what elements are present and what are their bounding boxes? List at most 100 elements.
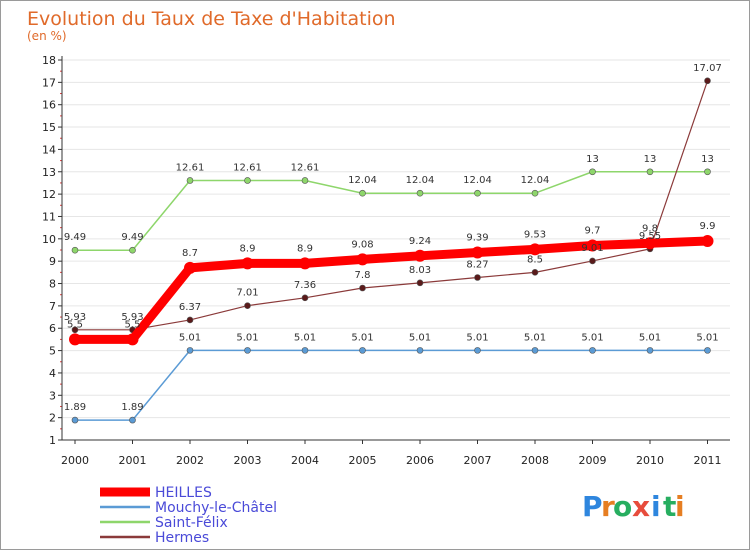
data-point-mouchy-le-chatel bbox=[646, 347, 654, 354]
x-tick-label: 2004 bbox=[291, 454, 319, 467]
data-point-mouchy-le-chatel bbox=[359, 347, 366, 354]
data-point-hermes bbox=[704, 77, 711, 85]
data-point-hermes bbox=[186, 316, 194, 324]
legend-label-heilles: HEILLES bbox=[155, 485, 212, 501]
data-label-hermes: 7.8 bbox=[355, 270, 371, 281]
x-tick-label: 2009 bbox=[579, 454, 607, 467]
data-point-mouchy-le-chatel bbox=[186, 347, 194, 354]
x-tick-label: 2002 bbox=[176, 454, 204, 467]
x-tick-label: 2011 bbox=[694, 454, 722, 467]
chart-subtitle: (en %) bbox=[27, 29, 67, 43]
data-point-mouchy-le-chatel bbox=[416, 347, 424, 354]
logo-letter: o bbox=[613, 490, 632, 523]
data-label-heilles: 9.7 bbox=[585, 226, 601, 237]
data-label-mouchy-le-chatel: 5.01 bbox=[524, 332, 546, 343]
data-point-heilles bbox=[414, 249, 426, 262]
data-label-hermes: 7.36 bbox=[294, 280, 316, 291]
data-point-heilles bbox=[529, 243, 541, 256]
data-label-hermes: 5.93 bbox=[121, 312, 143, 323]
data-point-heilles bbox=[644, 237, 656, 250]
data-point-mouchy-le-chatel bbox=[129, 416, 136, 424]
series-line-saint-felix bbox=[75, 171, 708, 251]
chart-title: Evolution du Taux de Taxe d'Habitation bbox=[27, 8, 396, 30]
data-label-saint-felix: 12.61 bbox=[233, 162, 262, 173]
data-point-hermes bbox=[359, 284, 366, 292]
data-point-saint-felix bbox=[416, 189, 424, 197]
data-label-saint-felix: 9.49 bbox=[121, 232, 143, 243]
data-point-saint-felix bbox=[474, 189, 481, 197]
y-tick-label: 2 bbox=[49, 412, 56, 425]
data-label-saint-felix: 9.49 bbox=[64, 232, 86, 243]
proxiti-logo: Pro x i ti bbox=[582, 490, 685, 523]
data-point-saint-felix bbox=[646, 168, 654, 176]
y-tick-label: 3 bbox=[49, 389, 56, 402]
data-label-mouchy-le-chatel: 5.01 bbox=[409, 332, 431, 343]
data-label-hermes: 6.37 bbox=[179, 302, 201, 313]
data-point-saint-felix bbox=[589, 168, 596, 176]
data-label-mouchy-le-chatel: 5.01 bbox=[294, 332, 316, 343]
y-tick-label: 9 bbox=[49, 255, 56, 268]
legend-label-saint-felix: Saint-Félix bbox=[155, 515, 228, 531]
y-tick-label: 5 bbox=[49, 345, 56, 358]
x-tick-label: 2001 bbox=[119, 454, 147, 467]
data-label-saint-felix: 12.61 bbox=[291, 162, 320, 173]
data-label-heilles: 8.9 bbox=[297, 243, 313, 254]
x-tick-label: 2003 bbox=[234, 454, 262, 467]
logo-letter: t bbox=[663, 490, 676, 523]
x-tick-label: 2005 bbox=[349, 454, 377, 467]
logo-letter: P bbox=[582, 490, 603, 523]
data-label-hermes: 8.5 bbox=[527, 254, 543, 265]
legend-label-mouchy-le-chatel: Mouchy-le-Châtel bbox=[155, 500, 277, 516]
series-layer bbox=[69, 77, 714, 424]
series-line-hermes bbox=[75, 80, 709, 331]
y-tick-label: 8 bbox=[49, 278, 56, 291]
data-label-hermes: 9.01 bbox=[581, 243, 603, 254]
data-point-saint-felix bbox=[704, 168, 711, 176]
data-label-heilles: 8.7 bbox=[182, 248, 198, 259]
data-label-hermes: 5.93 bbox=[64, 312, 86, 323]
data-label-hermes: 8.03 bbox=[409, 265, 431, 276]
data-point-saint-felix bbox=[244, 177, 251, 184]
x-tick-label: 2000 bbox=[61, 454, 89, 467]
logo-letter: i bbox=[651, 490, 661, 523]
y-tick-label: 4 bbox=[49, 367, 56, 380]
data-point-saint-felix bbox=[71, 246, 79, 254]
data-point-heilles bbox=[241, 257, 254, 270]
data-label-heilles: 9.08 bbox=[351, 239, 373, 250]
data-label-heilles: 8.9 bbox=[240, 243, 256, 254]
data-label-saint-felix: 12.04 bbox=[463, 175, 492, 186]
series-line-mouchy-le-chatel bbox=[75, 349, 708, 421]
data-point-hermes bbox=[301, 294, 309, 302]
x-tick-label: 2007 bbox=[464, 454, 492, 467]
x-tick-label: 2006 bbox=[406, 454, 434, 467]
data-label-hermes: 17.07 bbox=[693, 63, 722, 74]
logo-letter: r bbox=[601, 490, 615, 523]
data-point-heilles bbox=[356, 253, 369, 266]
data-point-hermes bbox=[71, 326, 79, 334]
y-tick-label: 7 bbox=[49, 300, 56, 313]
data-label-layer: 5.5 5.5 8.7 8.9 8.9 9.08 9.24 9.39 9.53 9.7 9.8 9.9… bbox=[64, 63, 722, 413]
y-tick-label: 1 bbox=[49, 434, 56, 447]
data-point-heilles bbox=[126, 333, 139, 346]
y-tick-label: 14 bbox=[42, 143, 56, 156]
data-label-mouchy-le-chatel: 1.89 bbox=[121, 402, 143, 413]
data-label-mouchy-le-chatel: 5.01 bbox=[581, 332, 603, 343]
y-tick-label: 11 bbox=[42, 210, 56, 223]
data-point-saint-felix bbox=[186, 177, 194, 184]
data-label-heilles: 9.9 bbox=[700, 221, 716, 232]
data-point-saint-felix bbox=[359, 189, 366, 197]
data-point-saint-felix bbox=[531, 189, 539, 197]
data-point-heilles bbox=[586, 239, 599, 252]
data-label-mouchy-le-chatel: 5.01 bbox=[179, 332, 201, 343]
data-point-hermes bbox=[589, 257, 596, 265]
data-point-hermes bbox=[531, 269, 539, 276]
y-tick-label: 17 bbox=[42, 76, 56, 89]
data-label-saint-felix: 12.04 bbox=[348, 175, 377, 186]
data-label-mouchy-le-chatel: 5.01 bbox=[639, 332, 661, 343]
data-point-saint-felix bbox=[129, 246, 136, 254]
data-point-mouchy-le-chatel bbox=[301, 347, 309, 354]
data-label-mouchy-le-chatel: 1.89 bbox=[64, 402, 86, 413]
